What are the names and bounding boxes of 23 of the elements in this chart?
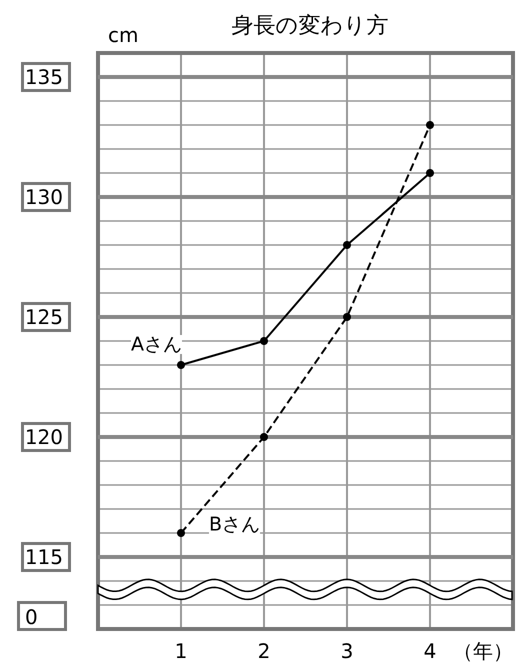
series-label: Bさん bbox=[209, 514, 260, 536]
y-tick-label: 115 bbox=[24, 545, 63, 569]
chart-title: 身長の変わり方 bbox=[232, 14, 388, 38]
y-tick-label: 120 bbox=[24, 425, 63, 449]
y-tick-label: 130 bbox=[24, 185, 63, 209]
y-axis-title: cm bbox=[108, 23, 138, 47]
x-axis-title: （年） bbox=[453, 639, 513, 663]
point bbox=[177, 361, 185, 369]
point bbox=[426, 121, 434, 129]
point bbox=[260, 433, 268, 441]
point bbox=[343, 241, 351, 249]
point bbox=[426, 169, 434, 177]
x-tick-label: 1 bbox=[174, 639, 188, 663]
series-label: Aさん bbox=[131, 334, 182, 356]
point bbox=[260, 337, 268, 345]
x-tick-label: 3 bbox=[340, 639, 354, 663]
point bbox=[343, 313, 351, 321]
x-tick-label: 2 bbox=[258, 639, 270, 663]
y-tick-label: 135 bbox=[24, 65, 63, 89]
point bbox=[177, 529, 185, 537]
x-tick-label: 4 bbox=[424, 639, 436, 663]
text: 0 bbox=[25, 605, 38, 629]
y-tick-label: 125 bbox=[24, 305, 63, 329]
